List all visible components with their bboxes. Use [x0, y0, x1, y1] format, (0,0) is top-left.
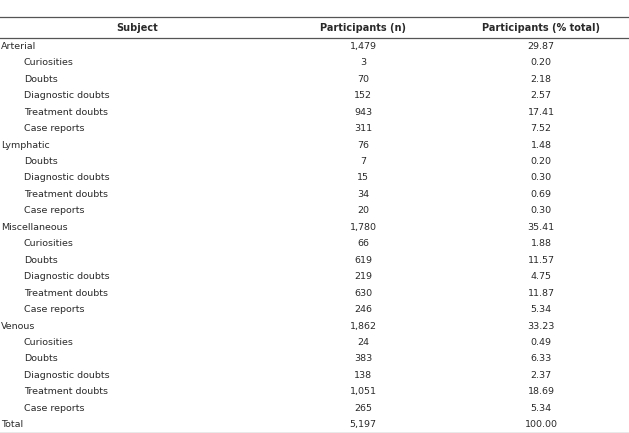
Text: Treatment doubts: Treatment doubts — [24, 190, 108, 199]
Text: Treatment doubts: Treatment doubts — [24, 388, 108, 396]
Text: 3: 3 — [360, 58, 366, 67]
Text: 0.20: 0.20 — [530, 58, 552, 67]
Text: 246: 246 — [354, 305, 372, 314]
Text: 943: 943 — [354, 108, 372, 116]
Text: 66: 66 — [357, 239, 369, 248]
Text: 1.48: 1.48 — [530, 141, 552, 149]
Text: 6.33: 6.33 — [530, 355, 552, 363]
Text: 17.41: 17.41 — [528, 108, 554, 116]
Text: 34: 34 — [357, 190, 369, 199]
Text: 5.34: 5.34 — [530, 404, 552, 413]
Text: Treatment doubts: Treatment doubts — [24, 289, 108, 297]
Text: Arterial: Arterial — [1, 42, 36, 51]
Text: Total: Total — [1, 420, 23, 429]
Text: Case reports: Case reports — [24, 305, 84, 314]
Text: 20: 20 — [357, 207, 369, 215]
Text: Diagnostic doubts: Diagnostic doubts — [24, 91, 109, 100]
Text: Doubts: Doubts — [24, 256, 58, 265]
Text: 152: 152 — [354, 91, 372, 100]
Text: 0.49: 0.49 — [530, 338, 552, 347]
Text: 1,051: 1,051 — [350, 388, 377, 396]
Text: 11.57: 11.57 — [528, 256, 554, 265]
Text: 7: 7 — [360, 157, 366, 166]
Text: 265: 265 — [354, 404, 372, 413]
Text: 33.23: 33.23 — [527, 322, 555, 330]
Text: Participants (% total): Participants (% total) — [482, 23, 600, 33]
Text: 24: 24 — [357, 338, 369, 347]
Text: Doubts: Doubts — [24, 157, 58, 166]
Text: Case reports: Case reports — [24, 404, 84, 413]
Text: 76: 76 — [357, 141, 369, 149]
Text: 1.88: 1.88 — [530, 239, 552, 248]
Text: 2.57: 2.57 — [530, 91, 552, 100]
Text: 29.87: 29.87 — [528, 42, 554, 51]
Text: 0.30: 0.30 — [530, 207, 552, 215]
Text: 1,780: 1,780 — [350, 223, 377, 232]
Text: Venous: Venous — [1, 322, 36, 330]
Text: Case reports: Case reports — [24, 207, 84, 215]
Text: 0.20: 0.20 — [530, 157, 552, 166]
Text: Participants (n): Participants (n) — [320, 23, 406, 33]
Text: 1,862: 1,862 — [350, 322, 377, 330]
Text: 619: 619 — [354, 256, 372, 265]
Text: 0.69: 0.69 — [530, 190, 552, 199]
Text: Doubts: Doubts — [24, 355, 58, 363]
Text: Diagnostic doubts: Diagnostic doubts — [24, 371, 109, 380]
Text: Case reports: Case reports — [24, 124, 84, 133]
Text: 0.30: 0.30 — [530, 174, 552, 182]
Text: Subject: Subject — [116, 23, 158, 33]
Text: Curiosities: Curiosities — [24, 58, 74, 67]
Text: 70: 70 — [357, 75, 369, 84]
Text: 2.18: 2.18 — [530, 75, 552, 84]
Text: 630: 630 — [354, 289, 372, 297]
Text: 311: 311 — [354, 124, 372, 133]
Text: Curiosities: Curiosities — [24, 239, 74, 248]
Text: 35.41: 35.41 — [527, 223, 555, 232]
Text: 7.52: 7.52 — [530, 124, 552, 133]
Text: 383: 383 — [354, 355, 372, 363]
Text: 5.34: 5.34 — [530, 305, 552, 314]
Text: Diagnostic doubts: Diagnostic doubts — [24, 272, 109, 281]
Text: 1,479: 1,479 — [350, 42, 377, 51]
Text: 138: 138 — [354, 371, 372, 380]
Text: 2.37: 2.37 — [530, 371, 552, 380]
Text: 15: 15 — [357, 174, 369, 182]
Text: Treatment doubts: Treatment doubts — [24, 108, 108, 116]
Text: 100.00: 100.00 — [525, 420, 557, 429]
Text: Diagnostic doubts: Diagnostic doubts — [24, 174, 109, 182]
Text: 219: 219 — [354, 272, 372, 281]
Text: 11.87: 11.87 — [528, 289, 554, 297]
Text: Curiosities: Curiosities — [24, 338, 74, 347]
Text: 5,197: 5,197 — [350, 420, 377, 429]
Text: Miscellaneous: Miscellaneous — [1, 223, 68, 232]
Text: Doubts: Doubts — [24, 75, 58, 84]
Text: Lymphatic: Lymphatic — [1, 141, 50, 149]
Text: 18.69: 18.69 — [528, 388, 554, 396]
Text: 4.75: 4.75 — [530, 272, 552, 281]
